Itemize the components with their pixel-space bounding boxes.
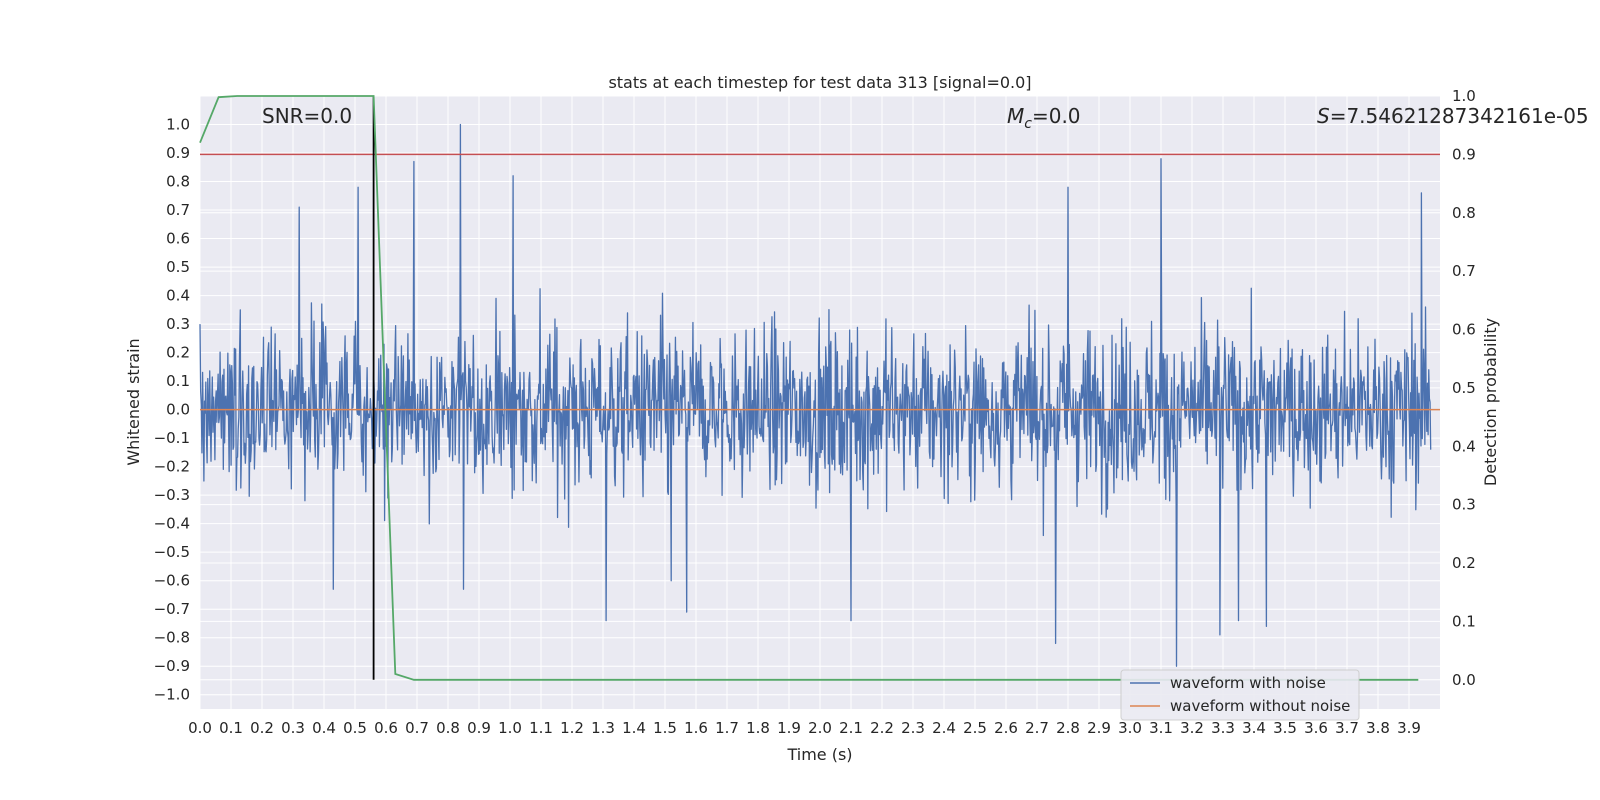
x-tick-label: 0.7	[405, 719, 429, 737]
y-tick-label: −0.6	[154, 572, 190, 590]
x-tick-label: 0.3	[281, 719, 305, 737]
x-tick-label: 2.4	[932, 719, 956, 737]
x-tick-label: 1.6	[684, 719, 708, 737]
y2-tick-label: 0.1	[1452, 612, 1476, 630]
y2-tick-label: 0.5	[1452, 379, 1476, 397]
x-tick-label: 3.7	[1335, 719, 1359, 737]
y-tick-label: −0.2	[154, 458, 190, 476]
y-tick-label: 0.1	[166, 372, 190, 390]
x-tick-label: 0.8	[436, 719, 460, 737]
x-tick-label: 0.4	[312, 719, 336, 737]
x-tick-label: 2.5	[963, 719, 987, 737]
x-tick-label: 2.3	[901, 719, 925, 737]
x-tick-label: 0.6	[374, 719, 398, 737]
y-tick-label: 0.6	[166, 230, 190, 248]
y-tick-label: −0.8	[154, 629, 190, 647]
x-tick-label: 2.9	[1087, 719, 1111, 737]
y-tick-label: 0.5	[166, 258, 190, 276]
x-axis-title: Time (s)	[786, 745, 852, 764]
y-tick-label: 0.3	[166, 315, 190, 333]
x-tick-label: 1.0	[498, 719, 522, 737]
x-tick-label: 3.0	[1118, 719, 1142, 737]
y-tick-labels: 1.0 0.9 0.8 0.7 0.6 0.5 0.4 0.3 0.2 0.1 0.0 −0.1 −0.…	[154, 116, 190, 704]
y2-tick-labels: 1.0 0.9 0.8 0.7 0.6 0.5 0.4 0.3 0.2 0.1 0.0	[1452, 87, 1476, 689]
x-tick-label: 3.4	[1242, 719, 1266, 737]
y-tick-label: 0.2	[166, 344, 190, 362]
s-value: =7.54621287342161e-05	[1330, 104, 1589, 128]
x-tick-label: 3.5	[1273, 719, 1297, 737]
y-axis-title: Whitened strain	[124, 338, 143, 465]
x-tick-label: 3.3	[1211, 719, 1235, 737]
y2-tick-label: 0.6	[1452, 321, 1476, 339]
x-tick-label: 3.8	[1366, 719, 1390, 737]
noise-waveform-line	[199, 123, 1432, 667]
legend: waveform with noise waveform without noi…	[1120, 669, 1360, 721]
y2-axis-title: Detection probability	[1481, 318, 1500, 486]
x-tick-label: 2.8	[1056, 719, 1080, 737]
y-tick-label: −0.4	[154, 515, 190, 533]
x-tick-label: 2.7	[1025, 719, 1049, 737]
y-tick-label: 0.8	[166, 173, 190, 191]
snr-annotation: SNR=0.0	[262, 104, 352, 128]
legend-box	[1120, 669, 1360, 721]
x-tick-label: 0.0	[188, 719, 212, 737]
x-tick-label: 2.2	[870, 719, 894, 737]
y-tick-label: −1.0	[154, 686, 190, 704]
legend-label-clean: waveform without noise	[1170, 697, 1350, 715]
mc-subscript: c	[1024, 116, 1032, 132]
y-tick-label: 1.0	[166, 116, 190, 134]
mc-value: =0.0	[1032, 104, 1081, 128]
x-tick-label: 2.6	[994, 719, 1018, 737]
y-tick-label: −0.3	[154, 486, 190, 504]
x-tick-label: 0.2	[250, 719, 274, 737]
x-tick-label: 1.2	[560, 719, 584, 737]
y-tick-label: 0.7	[166, 201, 190, 219]
y2-tick-label: 0.8	[1452, 204, 1476, 222]
y-tick-label: −0.1	[154, 429, 190, 447]
y2-tick-label: 0.2	[1452, 554, 1476, 572]
y-tick-label: −0.5	[154, 543, 190, 561]
y-tick-label: −0.7	[154, 600, 190, 618]
x-tick-label: 1.9	[777, 719, 801, 737]
y2-tick-label: 0.9	[1452, 145, 1476, 163]
x-tick-label: 3.1	[1149, 719, 1173, 737]
mc-annotation: Mc=0.0	[1007, 104, 1081, 132]
y2-tick-label: 0.7	[1452, 262, 1476, 280]
y2-tick-label: 0.3	[1452, 496, 1476, 514]
chart-title: stats at each timestep for test data 313…	[608, 73, 1031, 92]
x-tick-label: 2.0	[808, 719, 832, 737]
x-tick-label: 0.1	[219, 719, 243, 737]
x-tick-label: 0.9	[467, 719, 491, 737]
y-tick-label: −0.9	[154, 657, 190, 675]
x-tick-labels: 0.0 0.1 0.2 0.3 0.4 0.5 0.6 0.7 0.8 0.9 1.0 1.1 1.2 1…	[188, 719, 1421, 737]
x-tick-label: 3.2	[1180, 719, 1204, 737]
mc-symbol: M	[1007, 104, 1024, 128]
x-tick-label: 1.8	[746, 719, 770, 737]
y2-tick-label: 0.4	[1452, 437, 1476, 455]
detection-probability-line	[199, 95, 1419, 681]
s-symbol: S	[1317, 104, 1330, 128]
y-tick-label: 0.0	[166, 401, 190, 419]
x-tick-label: 3.9	[1397, 719, 1421, 737]
x-tick-label: 2.1	[839, 719, 863, 737]
x-tick-label: 1.1	[529, 719, 553, 737]
legend-label-noise: waveform with noise	[1170, 674, 1326, 692]
s-annotation: S=7.54621287342161e-05	[1317, 104, 1589, 128]
x-tick-label: 1.5	[653, 719, 677, 737]
y2-tick-label: 0.0	[1452, 671, 1476, 689]
series-waveform-with-noise	[199, 123, 1432, 667]
x-tick-label: 3.6	[1304, 719, 1328, 737]
series-lines	[199, 95, 1440, 681]
y-tick-label: 0.4	[166, 287, 190, 305]
x-tick-label: 1.7	[715, 719, 739, 737]
y-tick-label: 0.9	[166, 144, 190, 162]
x-tick-label: 1.4	[622, 719, 646, 737]
y2-tick-label: 1.0	[1452, 87, 1476, 105]
x-tick-label: 1.3	[591, 719, 615, 737]
x-tick-label: 0.5	[343, 719, 367, 737]
